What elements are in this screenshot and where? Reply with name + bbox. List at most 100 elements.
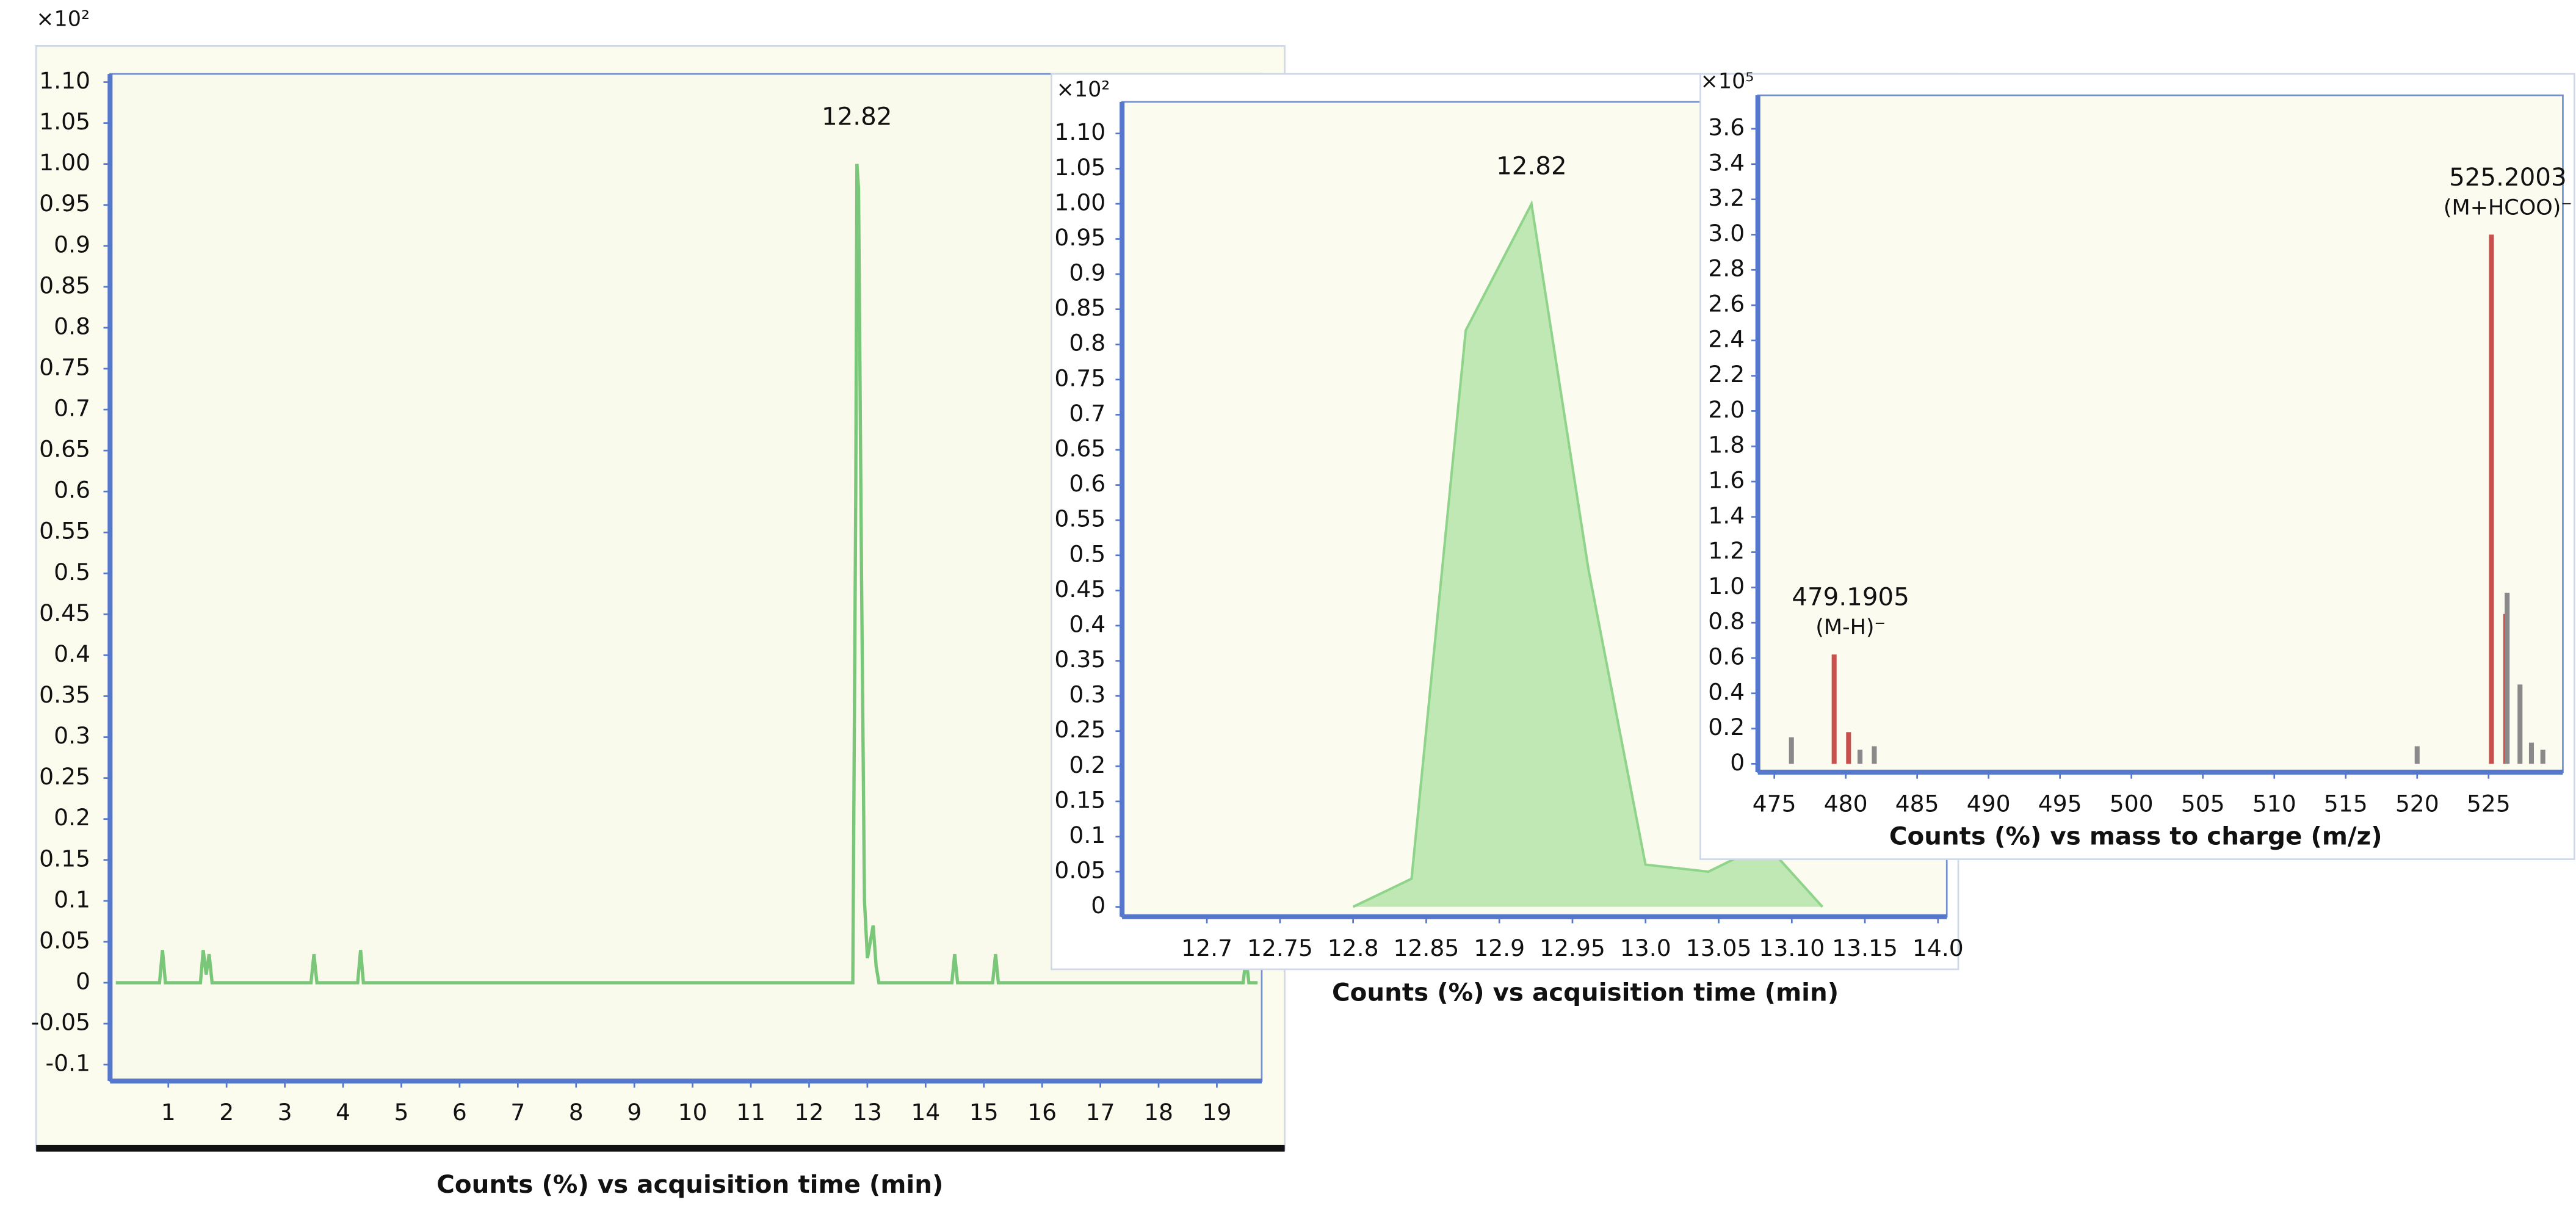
y-tick-label: 0.6 bbox=[1069, 470, 1105, 497]
x-tick-label: 12 bbox=[794, 1099, 823, 1126]
y-tick-label: 0 bbox=[1091, 892, 1105, 919]
y-tick-label: 0.1 bbox=[54, 886, 90, 913]
x-tick-label: 480 bbox=[1824, 790, 1868, 817]
y-tick-label: 0.7 bbox=[54, 395, 90, 422]
y-tick-label: 0.7 bbox=[1069, 400, 1105, 427]
y-tick-label: 1.8 bbox=[1708, 432, 1745, 458]
y-tick-label: 3.4 bbox=[1708, 149, 1745, 176]
y-tick-label: 1.05 bbox=[1054, 154, 1105, 181]
y-tick-label: -0.1 bbox=[46, 1050, 90, 1077]
x-tick-label: 7 bbox=[510, 1099, 525, 1126]
y-tick-label: 0.9 bbox=[1069, 259, 1105, 286]
x-tick-label: 15 bbox=[969, 1099, 999, 1126]
y-tick-label: 3.6 bbox=[1708, 114, 1745, 141]
peak-label: 12.82 bbox=[822, 102, 892, 131]
y-tick-label: 0.75 bbox=[39, 353, 90, 380]
peak-annotation: (M-H)⁻ bbox=[1815, 615, 1886, 640]
x-tick-label: 13.10 bbox=[1759, 935, 1825, 961]
y-tick-label: 0.25 bbox=[39, 763, 90, 790]
y-tick-label: 0.65 bbox=[39, 436, 90, 463]
y-tick-label: 0.05 bbox=[1054, 857, 1105, 884]
y-tick-label: 0.1 bbox=[1069, 822, 1105, 848]
y-tick-label: 2.4 bbox=[1708, 325, 1745, 352]
y-tick-label: 0.85 bbox=[39, 272, 90, 298]
x-tick-label: 14 bbox=[911, 1099, 940, 1126]
y-tick-label: 0.4 bbox=[1069, 610, 1105, 637]
x-axis-title: Counts (%) vs acquisition time (min) bbox=[436, 1170, 943, 1199]
x-tick-label: 11 bbox=[736, 1099, 765, 1126]
x-axis-title: Counts (%) vs acquisition time (min) bbox=[1332, 978, 1839, 1007]
y-tick-label: 0.6 bbox=[54, 477, 90, 504]
y-tick-label: 0.6 bbox=[1708, 643, 1745, 670]
y-tick-label: 0.5 bbox=[1069, 540, 1105, 567]
area-fill bbox=[1353, 204, 1823, 907]
y-tick-label: 0.95 bbox=[1054, 224, 1105, 251]
y-tick-label: 0.2 bbox=[54, 804, 90, 831]
y-tick-label: 0.4 bbox=[54, 640, 90, 667]
y-tick-label: 2.0 bbox=[1708, 396, 1745, 423]
y-tick-label: 0.05 bbox=[39, 927, 90, 953]
x-tick-label: 485 bbox=[1895, 790, 1939, 817]
x-tick-label: 520 bbox=[2395, 790, 2439, 817]
y-tick-label: 0.85 bbox=[1054, 294, 1105, 321]
x-tick-label: 6 bbox=[452, 1099, 467, 1126]
y-tick-label: 3.0 bbox=[1708, 220, 1745, 247]
y-tick-label: 1.00 bbox=[39, 149, 90, 176]
y-tick-label: 0.15 bbox=[1054, 786, 1105, 813]
peak-annotation: 479.1905 bbox=[1792, 583, 1909, 612]
peak-annotation: 525.2003 bbox=[2449, 163, 2567, 192]
y-tick-label: 1.10 bbox=[1054, 118, 1105, 145]
y-tick-label: 0.8 bbox=[1708, 608, 1745, 635]
x-tick-label: 500 bbox=[2110, 790, 2154, 817]
x-tick-label: 19 bbox=[1202, 1099, 1231, 1126]
x-tick-label: 17 bbox=[1086, 1099, 1115, 1126]
y-tick-label: 2.6 bbox=[1708, 291, 1745, 317]
x-tick-label: 16 bbox=[1027, 1099, 1057, 1126]
x-tick-label: 3 bbox=[278, 1099, 292, 1126]
y-tick-label: 0 bbox=[76, 968, 90, 994]
chromatogram-line bbox=[115, 164, 1258, 985]
y-tick-label: 0.2 bbox=[1708, 714, 1745, 740]
y-tick-label: 2.8 bbox=[1708, 255, 1745, 282]
x-tick-label: 9 bbox=[627, 1099, 642, 1126]
y-tick-label: 0.8 bbox=[54, 313, 90, 339]
y-tick-label: 1.00 bbox=[1054, 189, 1105, 215]
y-tick-label: 0.35 bbox=[39, 681, 90, 708]
x-tick-label: 505 bbox=[2181, 790, 2225, 817]
y-tick-label: 0.95 bbox=[39, 190, 90, 217]
x-tick-label: 13.15 bbox=[1832, 935, 1898, 961]
y-tick-label: 0.4 bbox=[1708, 678, 1745, 705]
x-tick-label: 12.9 bbox=[1474, 935, 1525, 961]
y-tick-label: 0 bbox=[1730, 749, 1745, 776]
y-tick-label: 0.35 bbox=[1054, 646, 1105, 673]
y-tick-label: 0.75 bbox=[1054, 364, 1105, 391]
x-tick-label: 1 bbox=[161, 1099, 176, 1126]
x-tick-label: 12.7 bbox=[1181, 935, 1232, 961]
y-tick-label: 3.2 bbox=[1708, 184, 1745, 211]
x-tick-label: 12.85 bbox=[1394, 935, 1460, 961]
y-tick-label: 1.10 bbox=[39, 67, 90, 94]
x-tick-label: 8 bbox=[569, 1099, 584, 1126]
axis-multiplier: ×10⁵ bbox=[1701, 70, 1754, 94]
x-tick-label: 13.0 bbox=[1620, 935, 1671, 961]
y-tick-label: 0.2 bbox=[1069, 751, 1105, 778]
y-tick-label: 0.3 bbox=[1069, 681, 1105, 708]
y-tick-label: 0.65 bbox=[1054, 435, 1105, 462]
y-tick-label: 0.5 bbox=[54, 559, 90, 585]
y-tick-label: 0.55 bbox=[1054, 505, 1105, 532]
x-tick-label: 5 bbox=[394, 1099, 408, 1126]
x-tick-label: 510 bbox=[2252, 790, 2296, 817]
x-axis-title: Counts (%) vs mass to charge (m/z) bbox=[1889, 822, 2382, 851]
y-tick-label: 0.55 bbox=[39, 518, 90, 544]
peak-annotation: (M+HCOO)⁻ bbox=[2444, 195, 2572, 220]
axis-multiplier: ×10² bbox=[1057, 78, 1110, 102]
x-tick-label: 18 bbox=[1144, 1099, 1173, 1126]
y-tick-label: 0.9 bbox=[54, 231, 90, 258]
x-tick-label: 13 bbox=[853, 1099, 882, 1126]
y-tick-label: 0.45 bbox=[1054, 576, 1105, 602]
x-tick-label: 515 bbox=[2324, 790, 2368, 817]
x-tick-label: 12.95 bbox=[1539, 935, 1605, 961]
x-tick-label: 490 bbox=[1967, 790, 2011, 817]
y-tick-label: 1.2 bbox=[1708, 537, 1745, 564]
